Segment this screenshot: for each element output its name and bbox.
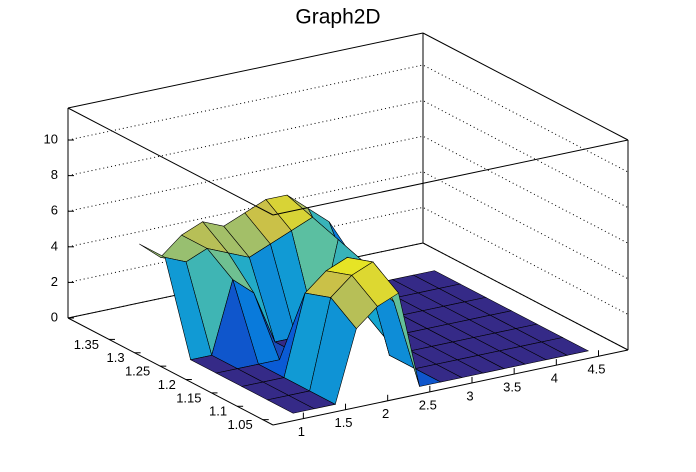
z-tick-label: 2 xyxy=(51,274,58,289)
z-tick-label: 6 xyxy=(51,203,58,218)
z-tick-label: 0 xyxy=(51,309,58,324)
x-axis xyxy=(272,349,629,426)
z-tick-label: 10 xyxy=(44,131,58,146)
y-tick-label: 1.25 xyxy=(125,364,150,379)
x-tick-label: 4.5 xyxy=(587,362,605,377)
y-axis xyxy=(67,317,274,426)
grid-line xyxy=(67,64,629,173)
y-tick-label: 1.35 xyxy=(74,337,99,352)
grid-line xyxy=(67,100,629,209)
y-tick-label: 1.3 xyxy=(107,350,125,365)
x-tick-label: 1 xyxy=(298,424,305,439)
y-tick-label: 1.05 xyxy=(227,417,252,432)
box-edge xyxy=(422,32,629,141)
box-edge xyxy=(67,32,424,109)
z-tick-label: 4 xyxy=(51,238,58,253)
grid-line xyxy=(67,135,629,244)
y-tick-label: 1.15 xyxy=(176,390,201,405)
x-tick-label: 1.5 xyxy=(334,415,352,430)
x-tick-label: 4 xyxy=(551,371,558,386)
x-tick-label: 2.5 xyxy=(419,397,437,412)
z-tick-label: 8 xyxy=(51,167,58,182)
x-tick-label: 2 xyxy=(382,406,389,421)
box-edge xyxy=(67,107,274,216)
box-edge xyxy=(272,139,629,216)
y-tick-label: 1.1 xyxy=(209,404,227,419)
grid-line xyxy=(67,171,629,280)
x-tick-label: 3.5 xyxy=(503,379,521,394)
x-tick-label: 3 xyxy=(466,388,473,403)
chart-title: Graph2D xyxy=(295,6,380,29)
surface-cell xyxy=(266,395,316,414)
y-tick-label: 1.2 xyxy=(158,377,176,392)
box-edge xyxy=(422,242,629,351)
